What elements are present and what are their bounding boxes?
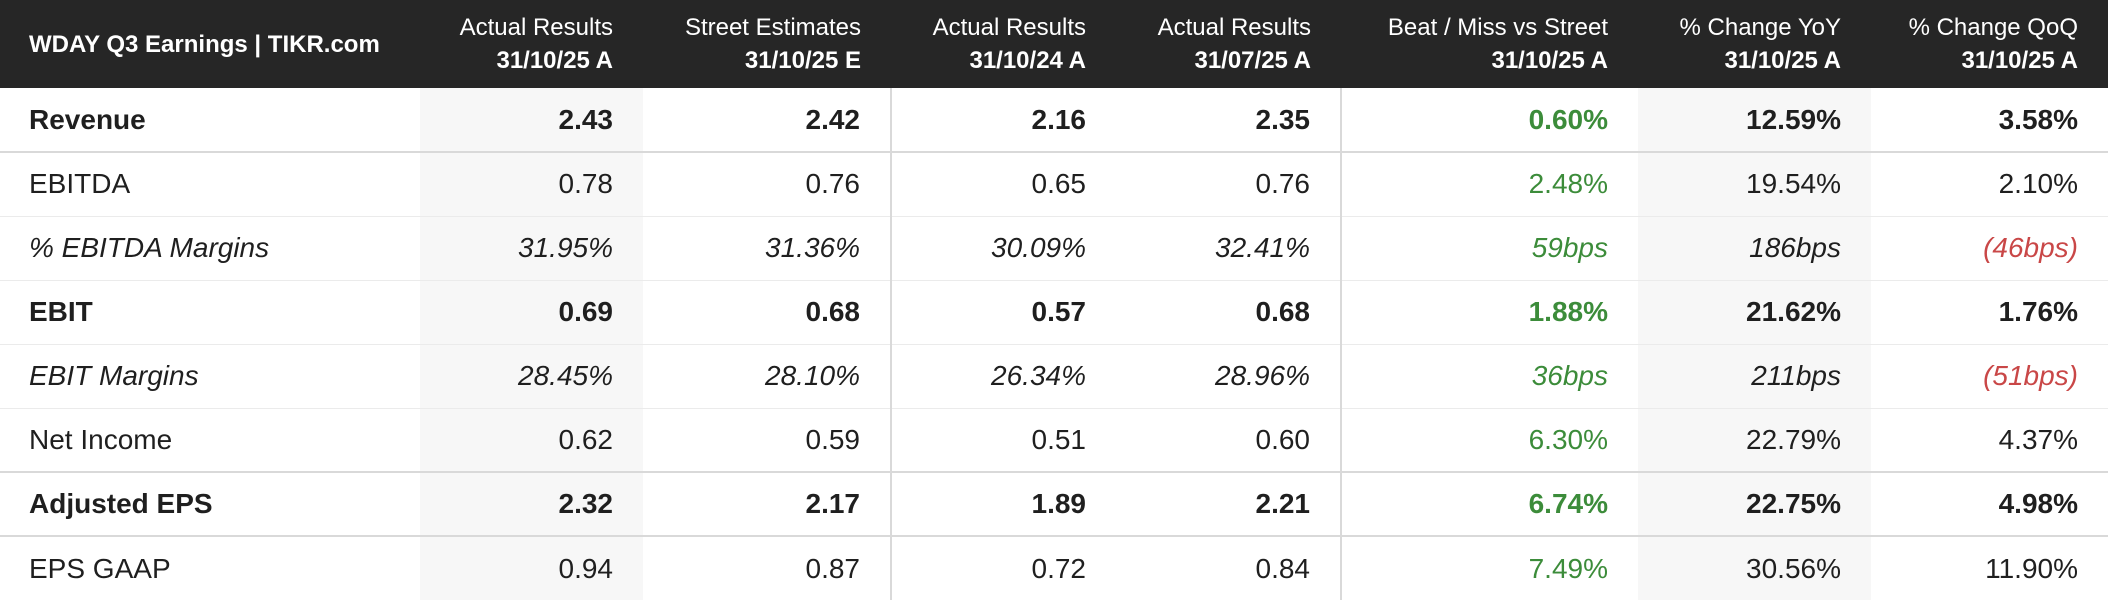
col-header-change-qoq: % Change QoQ 31/10/25 A xyxy=(1908,14,2078,74)
col-header-actual-q3-24: Actual Results 31/10/24 A xyxy=(932,14,1086,74)
row-adjusted-eps: Adjusted EPS 2.32 2.17 1.89 2.21 6.74% 2… xyxy=(0,472,2108,537)
cell-prior-quarter: 0.76 xyxy=(1116,152,1341,217)
cell-yoy: 30.56% xyxy=(1638,536,1871,600)
row-revenue: Revenue 2.43 2.42 2.16 2.35 0.60% 12.59%… xyxy=(0,88,2108,153)
cell-prior-year: 0.65 xyxy=(890,152,1116,217)
row-ebit: EBIT 0.69 0.68 0.57 0.68 1.88% 21.62% 1.… xyxy=(0,280,2108,345)
row-ebitda-margins: % EBITDA Margins 31.95% 31.36% 30.09% 32… xyxy=(0,216,2108,281)
cell-prior-year: 2.16 xyxy=(890,88,1116,153)
cell-yoy: 19.54% xyxy=(1638,152,1871,217)
cell-qoq: 4.98% xyxy=(1871,472,2108,537)
cell-prior-year: 26.34% xyxy=(890,344,1116,409)
cell-qoq: 3.58% xyxy=(1871,88,2108,153)
cell-qoq: 2.10% xyxy=(1871,152,2108,217)
cell-estimate: 0.76 xyxy=(643,152,891,217)
cell-actual: 0.62 xyxy=(420,408,643,473)
row-label: Net Income xyxy=(0,408,420,473)
row-ebitda: EBITDA 0.78 0.76 0.65 0.76 2.48% 19.54% … xyxy=(0,152,2108,217)
cell-actual: 0.78 xyxy=(420,152,643,217)
row-label: Adjusted EPS xyxy=(0,472,420,537)
table-title: WDAY Q3 Earnings | TIKR.com xyxy=(29,30,380,58)
cell-prior-year: 30.09% xyxy=(890,216,1116,281)
cell-estimate: 28.10% xyxy=(643,344,891,409)
cell-qoq: 1.76% xyxy=(1871,280,2108,345)
cell-prior-quarter: 2.21 xyxy=(1116,472,1341,537)
cell-estimate: 0.59 xyxy=(643,408,891,473)
cell-actual: 28.45% xyxy=(420,344,643,409)
row-ebit-margins: EBIT Margins 28.45% 28.10% 26.34% 28.96%… xyxy=(0,344,2108,409)
cell-estimate: 0.68 xyxy=(643,280,891,345)
cell-beat-miss: 1.88% xyxy=(1340,280,1638,345)
row-label: Revenue xyxy=(0,88,420,153)
cell-actual: 0.94 xyxy=(420,536,643,600)
row-eps-gaap: EPS GAAP 0.94 0.87 0.72 0.84 7.49% 30.56… xyxy=(0,536,2108,600)
cell-yoy: 21.62% xyxy=(1638,280,1871,345)
cell-beat-miss: 7.49% xyxy=(1340,536,1638,600)
row-label: EPS GAAP xyxy=(29,552,171,584)
cell-prior-quarter: 0.84 xyxy=(1255,552,1311,584)
cell-actual: 2.32 xyxy=(420,472,643,537)
cell-beat-miss: 2.48% xyxy=(1340,152,1638,217)
row-label: EBITDA xyxy=(0,152,420,217)
row-label: EBIT Margins xyxy=(0,344,420,409)
cell-qoq: 4.37% xyxy=(1871,408,2108,473)
row-label: EBIT xyxy=(0,280,420,345)
cell-yoy: 186bps xyxy=(1638,216,1871,281)
cell-prior-quarter: 0.68 xyxy=(1116,280,1341,345)
cell-beat-miss: 0.60% xyxy=(1340,88,1638,153)
cell-actual: 0.69 xyxy=(420,280,643,345)
cell-prior-quarter: 0.60 xyxy=(1116,408,1341,473)
cell-qoq: (46bps) xyxy=(1871,216,2108,281)
header-row: WDAY Q3 Earnings | TIKR.com Actual Resul… xyxy=(0,0,2108,88)
cell-prior-year: 0.72 xyxy=(890,536,1116,600)
cell-yoy: 22.75% xyxy=(1638,472,1871,537)
col-header-beat-miss: Beat / Miss vs Street 31/10/25 A xyxy=(1387,14,1608,74)
col-header-change-yoy: % Change YoY 31/10/25 A xyxy=(1679,14,1841,74)
cell-beat-miss: 36bps xyxy=(1340,344,1638,409)
col-header-actual-q3-25: Actual Results 31/10/25 A xyxy=(459,14,613,74)
cell-prior-quarter: 2.35 xyxy=(1116,88,1341,153)
row-label: % EBITDA Margins xyxy=(0,216,420,281)
cell-yoy: 12.59% xyxy=(1638,88,1871,153)
cell-estimate: 0.87 xyxy=(805,552,861,584)
cell-estimate: 2.17 xyxy=(643,472,891,537)
cell-actual: 31.95% xyxy=(420,216,643,281)
cell-prior-quarter: 32.41% xyxy=(1116,216,1341,281)
cell-estimate: 2.42 xyxy=(643,88,891,153)
cell-qoq: 11.90% xyxy=(1985,552,2078,584)
col-header-street-estimates: Street Estimates 31/10/25 E xyxy=(684,14,861,74)
cell-beat-miss: 59bps xyxy=(1340,216,1638,281)
cell-yoy: 211bps xyxy=(1638,344,1871,409)
cell-prior-year: 1.89 xyxy=(890,472,1116,537)
cell-actual: 2.43 xyxy=(420,88,643,153)
cell-beat-miss: 6.74% xyxy=(1340,472,1638,537)
cell-prior-year: 0.51 xyxy=(890,408,1116,473)
col-header-actual-q2-25: Actual Results 31/07/25 A xyxy=(1157,14,1311,74)
cell-beat-miss: 6.30% xyxy=(1340,408,1638,473)
cell-prior-year: 0.57 xyxy=(890,280,1116,345)
cell-estimate: 31.36% xyxy=(643,216,891,281)
row-net-income: Net Income 0.62 0.59 0.51 0.60 6.30% 22.… xyxy=(0,408,2108,473)
cell-qoq: (51bps) xyxy=(1871,344,2108,409)
cell-prior-quarter: 28.96% xyxy=(1116,344,1341,409)
cell-yoy: 22.79% xyxy=(1638,408,1871,473)
